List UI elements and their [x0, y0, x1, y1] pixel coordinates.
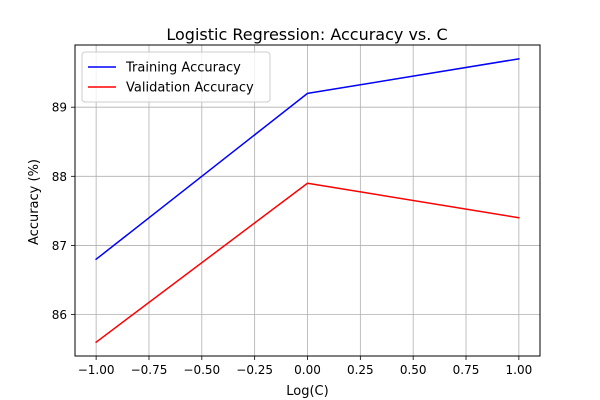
- legend-box: [81, 51, 271, 103]
- x-tick-label: −0.50: [183, 363, 220, 377]
- series-line-validation: [95, 182, 520, 344]
- legend-label-validation: Validation Accuracy: [126, 81, 254, 96]
- x-tick-label: 1.00: [506, 363, 533, 377]
- series-lines: [95, 57, 520, 344]
- y-tick-label: 87: [52, 239, 67, 253]
- y-axis-label: Accuracy (%): [27, 159, 42, 245]
- axis-ticks: −1.00 −0.75 −0.50 −0.25 0.00 0.25 0.50 0.75 1.00…: [52, 101, 533, 377]
- x-tick-label: 0.50: [400, 363, 427, 377]
- x-tick-label: −1.00: [78, 363, 115, 377]
- y-tick-label: 86: [52, 308, 67, 322]
- x-tick-label: 0.75: [453, 363, 480, 377]
- chart-title: Logistic Regression: Accuracy vs. C: [166, 25, 447, 44]
- x-axis-label: Log(C): [286, 384, 328, 399]
- x-tick-label: −0.25: [236, 363, 273, 377]
- legend-label-training: Training Accuracy: [125, 61, 241, 76]
- y-tick-label: 89: [52, 101, 67, 115]
- x-tick-label: −0.75: [131, 363, 168, 377]
- legend: Training Accuracy Validation Accuracy: [81, 51, 271, 103]
- series-line-training: [95, 57, 520, 261]
- x-tick-label: 0.25: [347, 363, 374, 377]
- y-tick-label: 88: [52, 170, 67, 184]
- x-tick-label: 0.00: [294, 363, 321, 377]
